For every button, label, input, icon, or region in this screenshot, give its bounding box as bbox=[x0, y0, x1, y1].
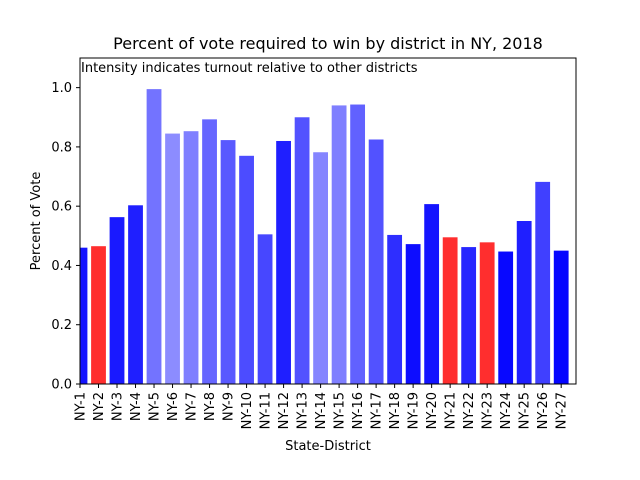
x-tick-label: NY-13 bbox=[296, 392, 311, 429]
y-tick-label: 0.0 bbox=[51, 378, 72, 393]
bar-ny-12 bbox=[276, 140, 291, 384]
x-tick-label: NY-2 bbox=[92, 392, 107, 421]
bar-ny-11 bbox=[257, 234, 273, 384]
x-tick-label: NY-15 bbox=[333, 392, 348, 429]
chart-annotation: Intensity indicates turnout relative to … bbox=[81, 61, 418, 76]
x-tick-label: NY-7 bbox=[185, 392, 200, 421]
bar-ny-21 bbox=[442, 237, 458, 384]
y-tick-label: 1.0 bbox=[51, 81, 72, 96]
x-tick-label: NY-12 bbox=[277, 392, 292, 429]
x-tick-label: NY-19 bbox=[407, 392, 422, 429]
bar-ny-2 bbox=[91, 246, 106, 384]
plot-frame bbox=[79, 57, 577, 385]
x-tick-label: NY-27 bbox=[555, 392, 570, 429]
bar-ny-16 bbox=[350, 104, 366, 384]
bar-ny-1 bbox=[80, 247, 88, 384]
bar-ny-14 bbox=[313, 152, 328, 384]
x-tick-label: NY-9 bbox=[222, 392, 237, 421]
y-tick-label: 0.2 bbox=[51, 318, 72, 333]
x-tick-label: NY-26 bbox=[536, 392, 551, 429]
y-axis: 0.0 0.2 0.4 0.6 0.8 1.0 bbox=[51, 81, 80, 393]
bar-ny-18 bbox=[387, 234, 403, 384]
bar-ny-17 bbox=[368, 139, 384, 384]
bar-ny-22 bbox=[461, 247, 477, 384]
x-tick-label: NY-6 bbox=[166, 392, 181, 421]
x-tick-label: NY-16 bbox=[351, 392, 366, 429]
bar-ny-20 bbox=[424, 204, 440, 384]
x-tick-label: NY-25 bbox=[518, 392, 533, 429]
x-tick-label: NY-20 bbox=[425, 392, 440, 429]
bar-ny-24 bbox=[498, 251, 514, 384]
bar-ny-10 bbox=[239, 155, 254, 384]
bar-ny-8 bbox=[202, 119, 217, 384]
x-tick-label: NY-5 bbox=[148, 392, 163, 421]
x-tick-label: NY-4 bbox=[129, 392, 144, 421]
bar-ny-26 bbox=[535, 181, 551, 384]
x-tick-label: NY-1 bbox=[74, 392, 89, 421]
bar-ny-19 bbox=[405, 244, 421, 384]
x-tick-label: NY-22 bbox=[462, 392, 477, 429]
bar-ny-6 bbox=[165, 133, 180, 384]
chart-title: Percent of vote required to win by distr… bbox=[113, 34, 543, 53]
x-tick-label: NY-8 bbox=[203, 392, 218, 421]
x-tick-label: NY-18 bbox=[388, 392, 403, 429]
y-tick-label: 0.6 bbox=[51, 200, 72, 215]
x-tick-label: NY-17 bbox=[370, 392, 385, 429]
bar-ny-7 bbox=[183, 131, 199, 384]
bar-ny-3 bbox=[109, 217, 125, 384]
x-axis-label: State-District bbox=[285, 439, 371, 454]
x-axis: NY-1 NY-2 NY-3 NY-4 NY-5 NY-6 NY-7 NY-8 NY-9 NY-1… bbox=[74, 384, 570, 429]
bar-ny-13 bbox=[294, 117, 310, 384]
bars-group bbox=[80, 89, 569, 384]
bar-ny-25 bbox=[516, 221, 532, 384]
x-tick-label: NY-23 bbox=[481, 392, 496, 429]
y-axis-label: Percent of Vote bbox=[29, 172, 44, 271]
bar-ny-5 bbox=[146, 89, 162, 384]
bar-ny-15 bbox=[331, 105, 347, 384]
x-tick-label: NY-14 bbox=[314, 392, 329, 429]
x-tick-label: NY-11 bbox=[259, 392, 274, 429]
x-tick-label: NY-24 bbox=[499, 392, 514, 429]
bar-ny-23 bbox=[479, 242, 495, 384]
x-tick-label: NY-3 bbox=[111, 392, 126, 421]
bar-ny-9 bbox=[220, 140, 236, 384]
bar-ny-27 bbox=[553, 250, 569, 384]
y-tick-label: 0.4 bbox=[51, 259, 72, 274]
x-tick-label: NY-21 bbox=[444, 392, 459, 429]
x-tick-label: NY-10 bbox=[240, 392, 255, 429]
y-tick-label: 0.8 bbox=[51, 140, 72, 155]
bar-ny-4 bbox=[128, 205, 143, 384]
